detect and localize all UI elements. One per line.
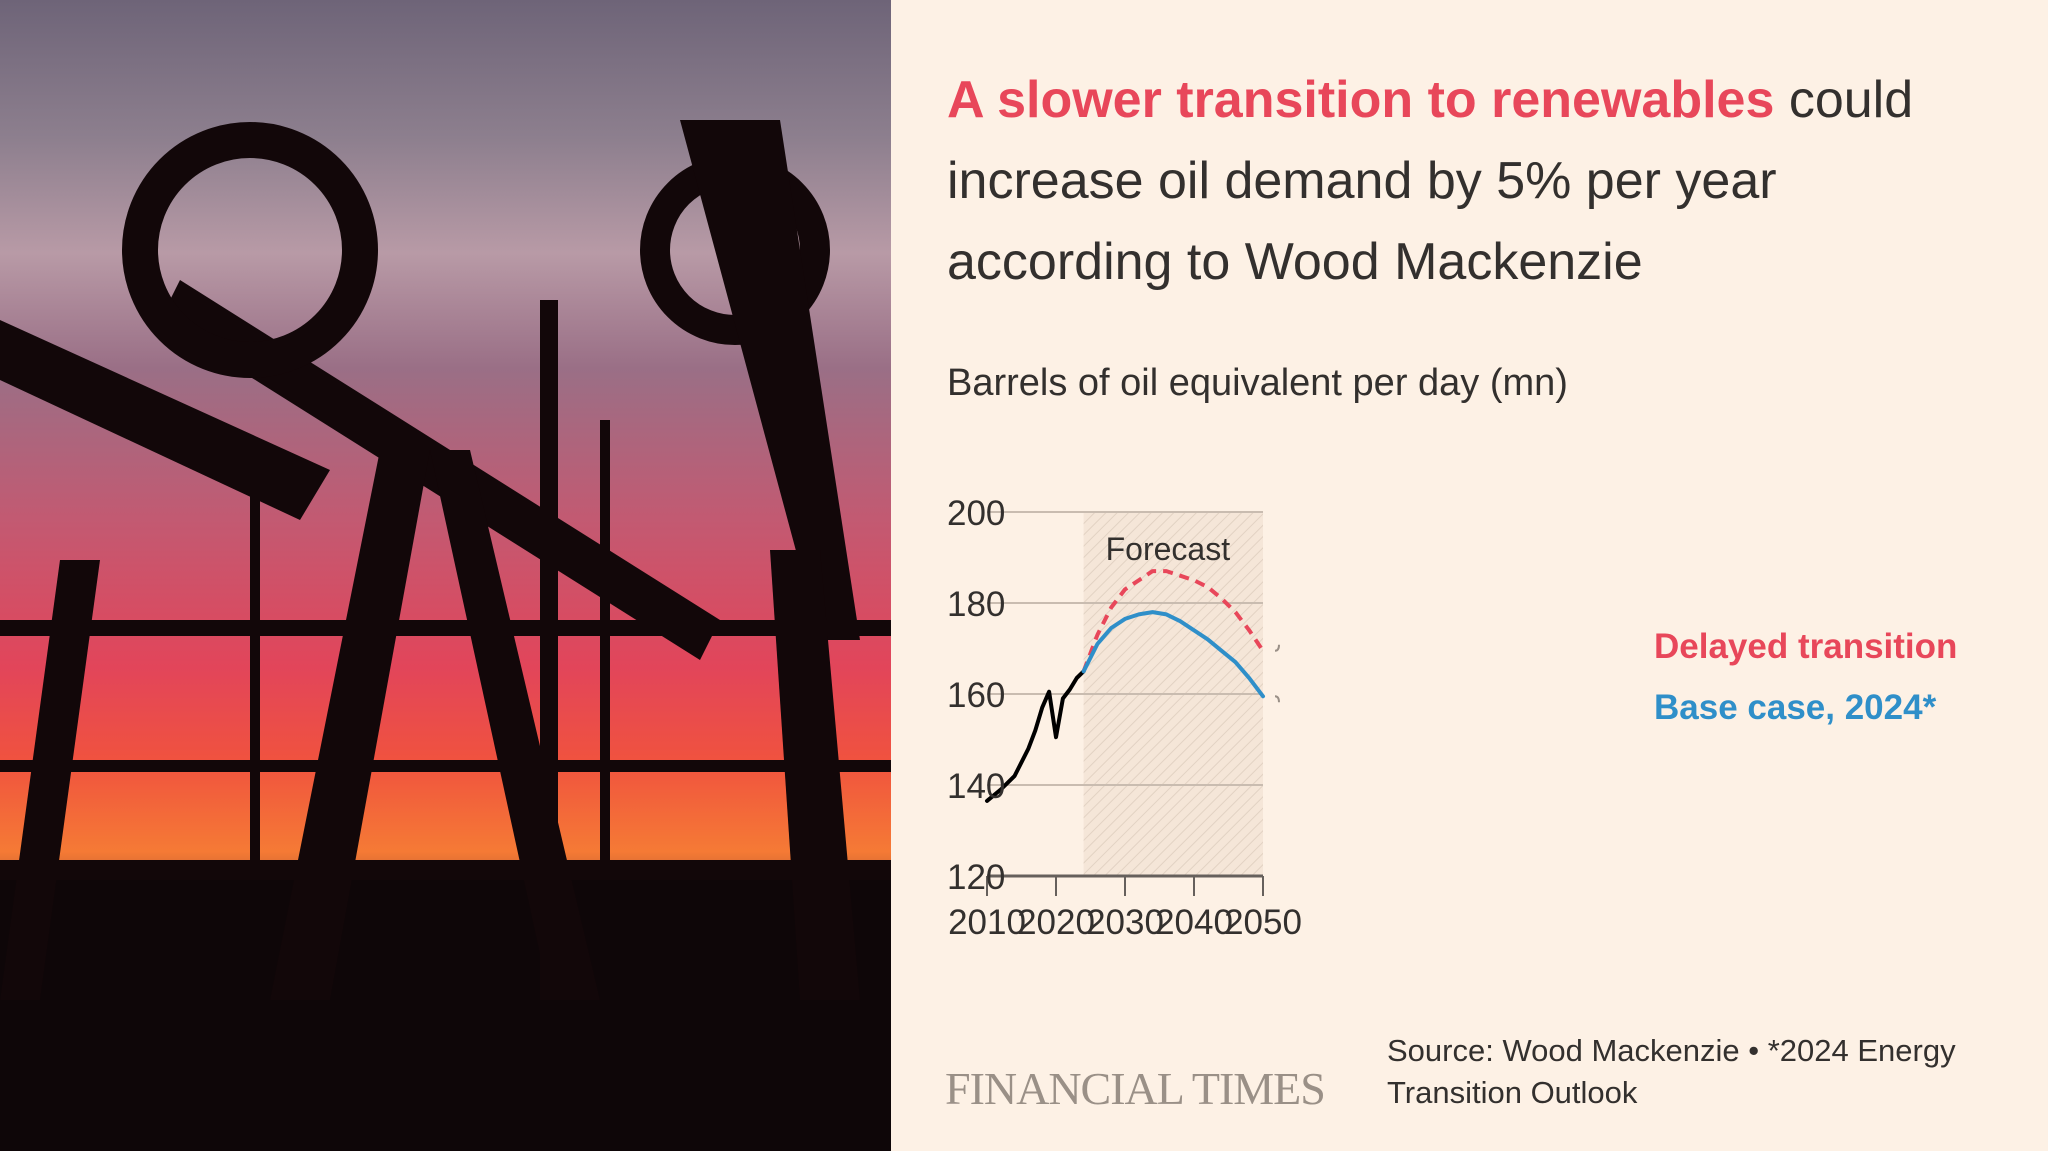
x-tick-label: 2020 [1017,903,1095,942]
pumpjack-silhouettes [0,120,891,1151]
series-label: Base case, 2024* [1654,688,1937,727]
financial-times-logo: FINANCIAL TIMES [945,1063,1326,1114]
source-note: Source: Wood Mackenzie • *2024 Energy Tr… [1387,1033,1956,1110]
label-connector [1274,644,1280,652]
series-line-history [985,669,1086,803]
headline-highlight: A slower transition to renewables [947,71,1775,129]
y-tick-label: 160 [947,676,1005,715]
y-tick-label: 180 [947,585,1005,624]
x-tick-label: 2010 [948,903,1026,942]
x-tick-label: 2030 [1086,903,1164,942]
headline: A slower transition to renewables could … [947,60,2007,303]
y-tick-label: 200 [947,494,1005,533]
label-connector [1274,695,1280,703]
series-label: Delayed transition [1654,627,1957,666]
oil-pumpjack-photo [0,0,891,1151]
y-tick-label: 120 [947,858,1005,897]
headline-rest: could increase oil demand by 5% per year… [947,71,1914,291]
series-line-base-case-2024 [1081,610,1265,699]
y-tick-label: 140 [947,767,1005,806]
x-tick-label: 2040 [1155,903,1233,942]
series-line-delayed-transition [1081,569,1265,673]
chart-subtitle: Barrels of oil equivalent per day (mn) [947,362,1568,404]
x-tick-label: 2050 [1224,903,1302,942]
forecast-label: Forecast [1106,531,1231,567]
